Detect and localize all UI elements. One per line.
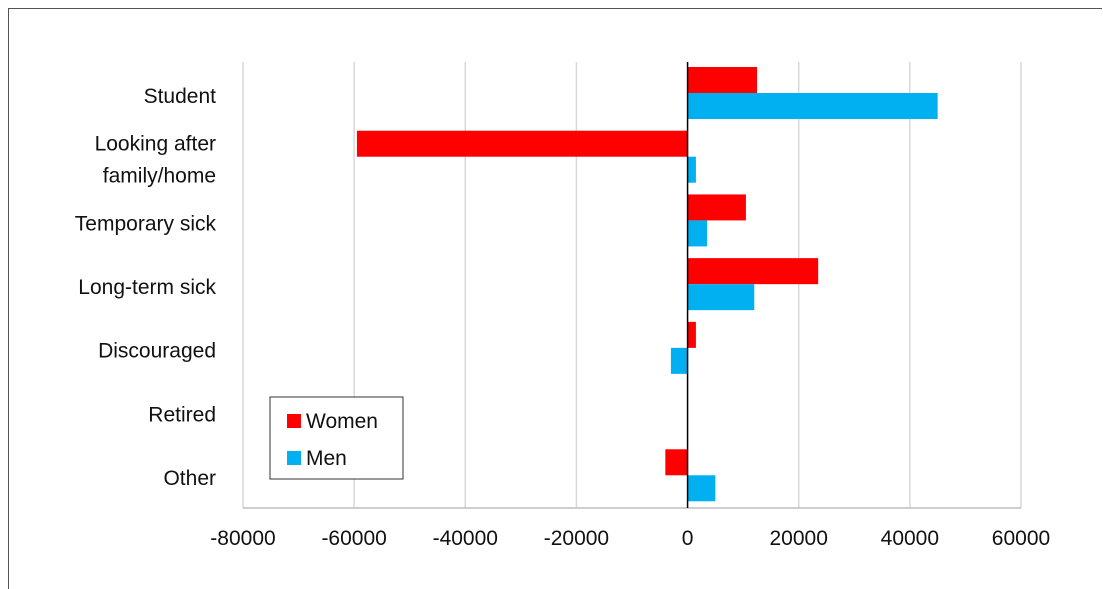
bar-women-3 — [687, 258, 819, 285]
bar-men-0 — [687, 93, 938, 119]
bar-men-2 — [687, 220, 708, 247]
x-tick-label: -40000 — [433, 527, 498, 550]
x-tick-label: -80000 — [210, 527, 275, 550]
x-tick-label: -60000 — [321, 527, 386, 550]
legend-label-women: Women — [306, 410, 378, 433]
bar-men-6 — [687, 475, 716, 502]
bars — [356, 67, 938, 502]
category-label: Other — [163, 467, 216, 490]
x-tick-labels: -80000 -60000 -40000 -20000 0 20000 40000 60000 — [210, 527, 1050, 550]
category-labels: Student Looking after family/home Temporary… — [75, 85, 217, 490]
bar-women-6 — [665, 449, 688, 476]
axes — [243, 62, 1021, 509]
x-tick-label: 0 — [682, 527, 694, 550]
category-label: Long-term sick — [78, 276, 216, 299]
bar-women-1 — [356, 130, 688, 157]
category-label: family/home — [103, 165, 216, 188]
category-label: Looking after — [95, 133, 216, 156]
bar-women-2 — [687, 194, 746, 221]
bar-men-3 — [687, 284, 755, 311]
bar-women-4 — [687, 321, 696, 348]
x-tick-label: -20000 — [544, 527, 609, 550]
legend-label-men: Men — [306, 447, 347, 470]
category-label: Retired — [148, 403, 216, 426]
x-tick-label: 40000 — [881, 527, 939, 550]
chart-frame — [8, 8, 1102, 589]
category-label: Student — [144, 85, 217, 108]
category-label: Temporary sick — [75, 212, 217, 235]
bar-men-4 — [670, 347, 688, 374]
bar-men-1 — [687, 156, 696, 183]
bar-women-0 — [687, 67, 758, 93]
category-label: Discouraged — [98, 340, 216, 363]
x-tick-label: 20000 — [770, 527, 828, 550]
x-tick-label: 60000 — [992, 527, 1050, 550]
legend: Women Men — [269, 396, 404, 480]
legend-box — [269, 396, 404, 480]
legend-swatch-women — [287, 414, 301, 428]
legend-swatch-men — [287, 451, 301, 465]
